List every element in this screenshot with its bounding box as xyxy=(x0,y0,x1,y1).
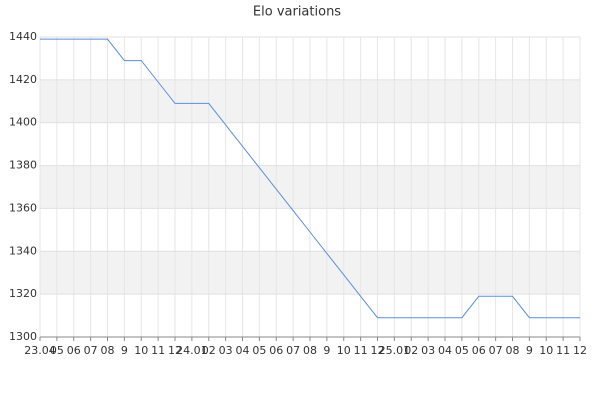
x-tick-label: 9 xyxy=(323,344,330,357)
y-tick-label: 1340 xyxy=(9,244,37,257)
x-tick-label: 10 xyxy=(134,344,148,357)
x-tick-label: 11 xyxy=(354,344,368,357)
x-tick-label: 08 xyxy=(101,344,115,357)
x-tick-label: 04 xyxy=(438,344,452,357)
y-tick-label: 1320 xyxy=(9,287,37,300)
data-line xyxy=(40,38,580,319)
x-tick-label: 06 xyxy=(269,344,283,357)
x-tick-label: 9 xyxy=(526,344,533,357)
y-tick-label: 1440 xyxy=(9,30,37,43)
x-tick-label: 04 xyxy=(236,344,250,357)
x-tick-label: 06 xyxy=(67,344,81,357)
x-tick-label: 24.01 xyxy=(176,344,208,357)
x-tick-label: 12 xyxy=(371,344,385,357)
x-tick-label: 25.01 xyxy=(379,344,411,357)
x-tick-label: 02 xyxy=(202,344,216,357)
x-tick-label: 05 xyxy=(455,344,469,357)
x-tick-label: 05 xyxy=(252,344,266,357)
y-tick-label: 1360 xyxy=(9,201,37,214)
x-tick-label: 23.04 xyxy=(24,344,56,357)
x-tick-label: 11 xyxy=(556,344,570,357)
x-tick-label: 07 xyxy=(489,344,503,357)
y-tick-label: 1300 xyxy=(9,330,37,343)
x-tick-label: 03 xyxy=(421,344,435,357)
y-tick-label: 1420 xyxy=(9,73,37,86)
x-tick-label: 10 xyxy=(539,344,553,357)
x-tick-label: 12 xyxy=(168,344,182,357)
x-tick-label: 02 xyxy=(404,344,418,357)
x-tick-label: 08 xyxy=(506,344,520,357)
x-tick-label: 07 xyxy=(286,344,300,357)
x-tick-label: 08 xyxy=(303,344,317,357)
x-tick-label: 11 xyxy=(151,344,165,357)
y-tick-label: 1380 xyxy=(9,159,37,172)
x-tick-label: 07 xyxy=(84,344,98,357)
x-tick-label: 03 xyxy=(219,344,233,357)
y-tick-label: 1400 xyxy=(9,116,37,129)
x-tick-label: 12 xyxy=(573,344,587,357)
x-tick-label: 10 xyxy=(337,344,351,357)
x-tick-label: 9 xyxy=(121,344,128,357)
chart-title: Elo variations xyxy=(253,5,341,20)
x-tick-label: 06 xyxy=(472,344,486,357)
x-tick-label: 05 xyxy=(50,344,64,357)
